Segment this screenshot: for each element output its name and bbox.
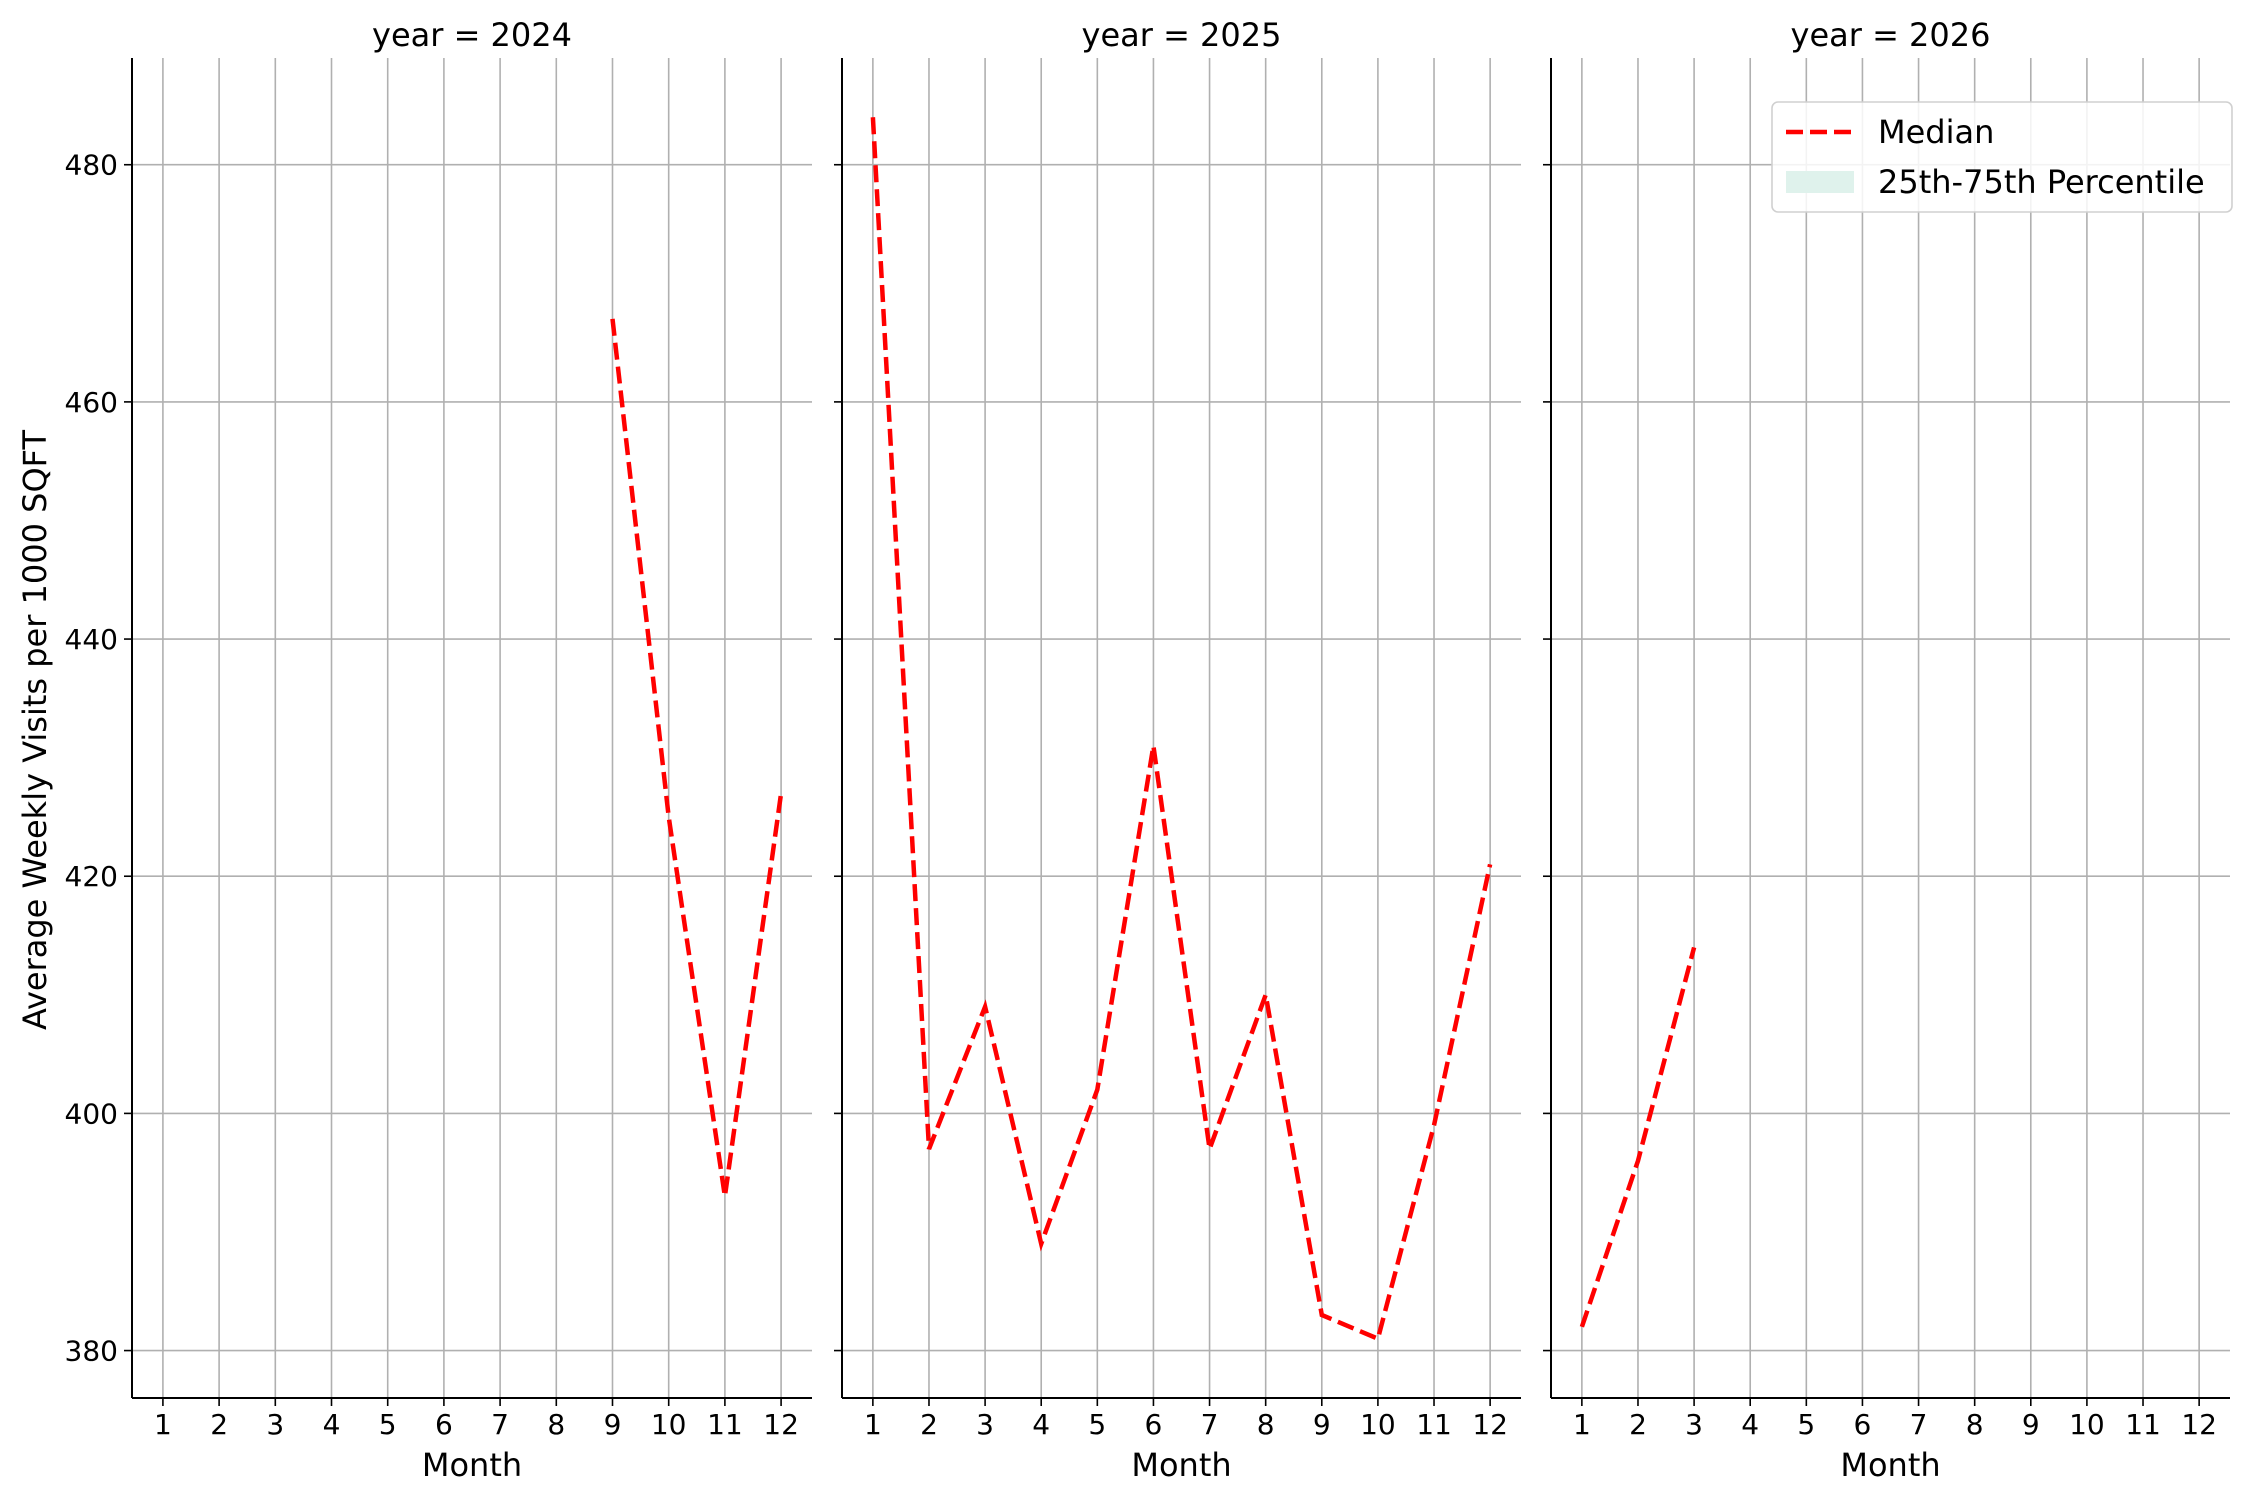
x-tick-label: 10 (1360, 1408, 1396, 1441)
median-line (1579, 946, 1697, 1328)
x-tick-label: 10 (651, 1408, 687, 1441)
x-tick-label: 1 (1573, 1408, 1591, 1441)
x-tick-label: 1 (154, 1408, 172, 1441)
x-tick-label: 9 (2022, 1408, 2040, 1441)
x-axis-label: Month (1131, 1446, 1231, 1484)
x-tick-label: 11 (2125, 1408, 2161, 1441)
x-tick-label: 5 (1797, 1408, 1815, 1441)
x-tick-label: 11 (707, 1408, 743, 1441)
y-tick-label: 400 (65, 1097, 118, 1130)
x-tick-label: 9 (1313, 1408, 1331, 1441)
x-tick-label: 2 (210, 1408, 228, 1441)
x-tick-label: 4 (1032, 1408, 1050, 1441)
x-tick-label: 4 (323, 1408, 341, 1441)
median-line (870, 117, 1493, 1342)
x-tick-label: 6 (1854, 1408, 1872, 1441)
x-tick-label: 7 (491, 1408, 509, 1441)
legend-label: 25th-75th Percentile (1878, 163, 2205, 201)
x-tick-label: 12 (2181, 1408, 2217, 1441)
x-tick-label: 3 (266, 1408, 284, 1441)
grid (842, 58, 1521, 1398)
x-tick-label: 3 (976, 1408, 994, 1441)
panel-title: year = 2026 (1791, 16, 1991, 54)
y-axis-label: Average Weekly Visits per 1000 SQFT (16, 429, 54, 1030)
legend-percentile-swatch (1786, 171, 1854, 193)
x-tick-label: 11 (1416, 1408, 1452, 1441)
legend: Median 25th-75th Percentile (1771, 101, 2233, 213)
grid (1551, 58, 2230, 1398)
x-tick-label: 5 (379, 1408, 397, 1441)
y-tick-label: 420 (65, 860, 118, 893)
x-tick-label: 10 (2069, 1408, 2105, 1441)
legend-frame (1771, 101, 2233, 213)
x-tick-label: 7 (1201, 1408, 1219, 1441)
grid (132, 58, 812, 1398)
x-tick-label: 2 (920, 1408, 938, 1441)
y-tick-label: 480 (65, 149, 118, 182)
x-tick-label: 7 (1910, 1408, 1928, 1441)
x-tick-label: 12 (1472, 1408, 1508, 1441)
x-tick-label: 8 (1966, 1408, 1984, 1441)
x-tick-label: 8 (547, 1408, 565, 1441)
panel-title: year = 2025 (1082, 16, 1282, 54)
x-tick-label: 12 (763, 1408, 799, 1441)
x-axis-label: Month (1840, 1446, 1940, 1484)
y-tick-label: 440 (65, 623, 118, 656)
x-tick-label: 3 (1685, 1408, 1703, 1441)
x-tick-label: 9 (604, 1408, 622, 1441)
legend-label: Median (1878, 113, 1994, 151)
x-tick-label: 6 (435, 1408, 453, 1441)
x-tick-label: 6 (1145, 1408, 1163, 1441)
y-tick-label: 380 (65, 1335, 118, 1368)
x-tick-label: 5 (1088, 1408, 1106, 1441)
panel-title: year = 2024 (372, 16, 572, 54)
x-tick-label: 2 (1629, 1408, 1647, 1441)
median-line (610, 318, 784, 1197)
x-tick-label: 4 (1741, 1408, 1759, 1441)
y-tick-label: 460 (65, 386, 118, 419)
x-tick-label: 1 (864, 1408, 882, 1441)
x-tick-label: 8 (1257, 1408, 1275, 1441)
x-axis-label: Month (422, 1446, 522, 1484)
